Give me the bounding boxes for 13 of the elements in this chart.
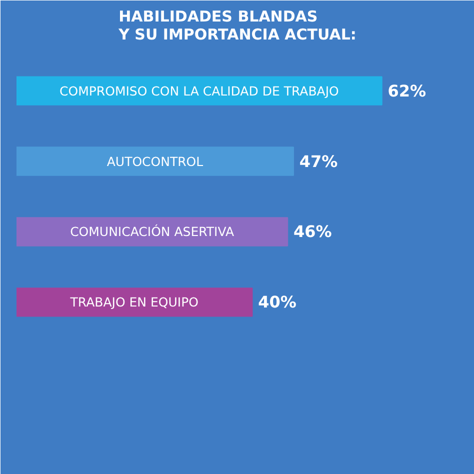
data-label: 47% (299, 152, 338, 171)
bar (16, 76, 382, 106)
bar (16, 146, 294, 176)
y-tick-label: COMUNICACIÓN ASERTIVA (70, 224, 234, 240)
bar (16, 217, 288, 246)
y-tick-label: TRABAJO EN EQUIPO (69, 294, 199, 310)
y-tick-label: AUTOCONTROL (106, 154, 204, 169)
bar (16, 288, 253, 317)
data-label: 40% (258, 292, 296, 312)
y-tick-label: COMPROMISO CON LA CALIDAD DE TRABAJO (60, 83, 340, 98)
data-label: 62% (388, 81, 426, 100)
data-label: 46% (293, 222, 332, 242)
chart-title: HABILIDADES BLANDAS Y SU IMPORTANCIA ACTUAL: (118, 8, 356, 44)
